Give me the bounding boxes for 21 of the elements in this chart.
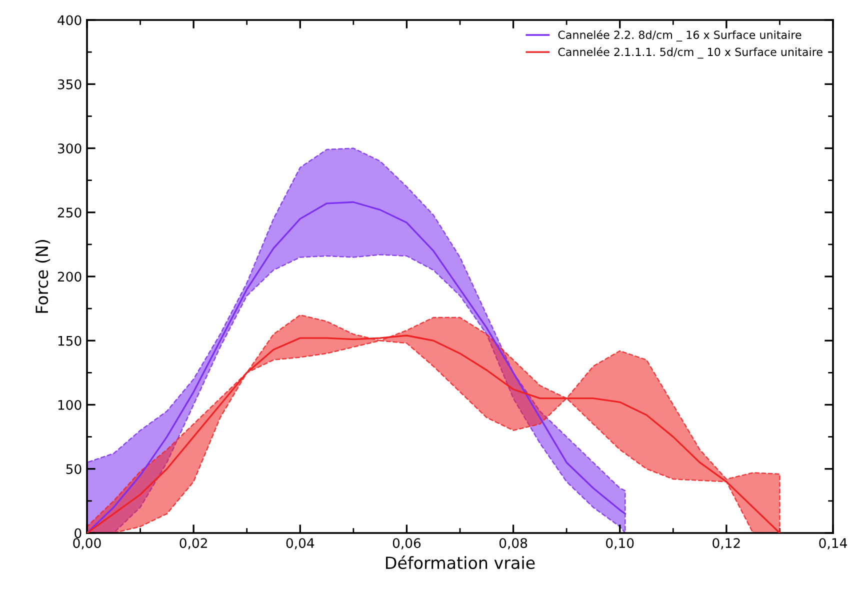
- x-tick-label: 0,14: [819, 538, 847, 550]
- y-tick-label: 400: [58, 15, 82, 26]
- y-tick-label: 50: [66, 464, 82, 474]
- x-tick-label: 0,10: [606, 538, 634, 550]
- x-tick-label: 0,04: [286, 538, 314, 550]
- x-tick-label: 0,12: [712, 538, 740, 550]
- x-tick-label: 0,08: [499, 538, 528, 550]
- x-tick-label: 0,00: [73, 538, 101, 550]
- legend-label: Cannelée 2.2. 8d/cm _ 16 x Surface unitaire: [558, 30, 802, 42]
- x-tick-label: 0,02: [180, 538, 207, 550]
- y-tick-label: 0: [74, 528, 82, 538]
- y-tick-label: 200: [58, 272, 82, 282]
- y-tick-label: 100: [58, 400, 82, 410]
- y-tick-label: 250: [58, 208, 82, 218]
- legend-label: Cannelée 2.1.1.1. 5d/cm _ 10 x Surface unitaire: [558, 47, 822, 59]
- y-axis-title: Force (N): [35, 240, 50, 313]
- y-tick-label: 350: [58, 79, 82, 90]
- x-axis-title: Déformation vraie: [386, 556, 535, 570]
- y-tick-label: 150: [58, 336, 82, 346]
- x-tick-label: 0,06: [392, 538, 421, 550]
- y-tick-label: 300: [58, 143, 82, 154]
